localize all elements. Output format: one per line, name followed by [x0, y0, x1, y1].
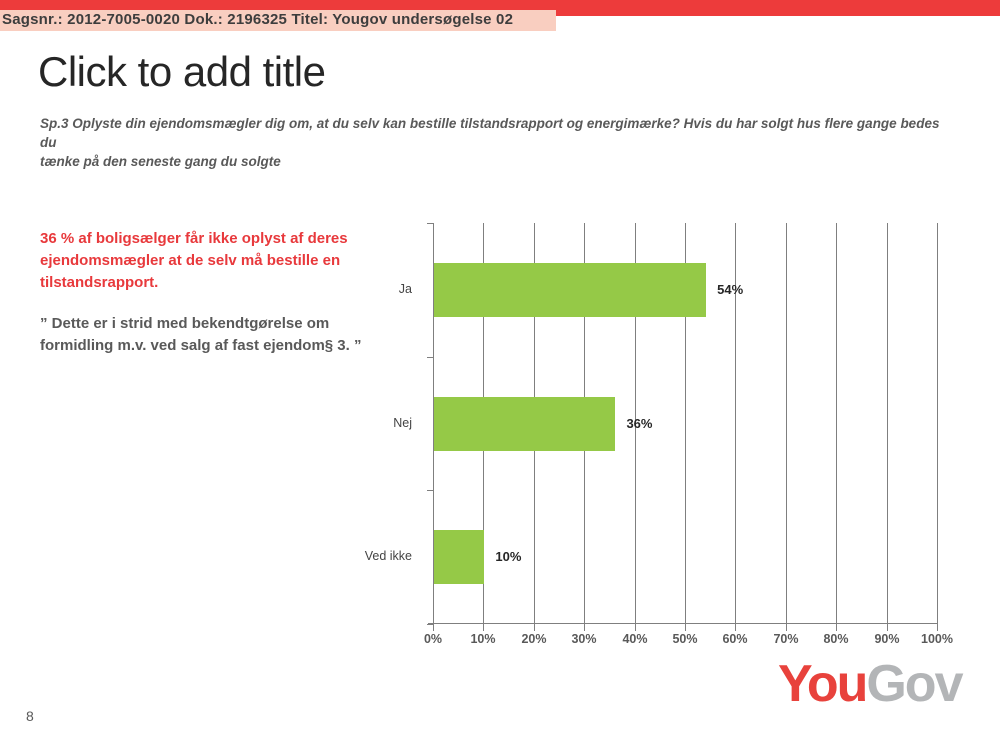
x-axis-tick-label: 50% [672, 632, 698, 646]
regulation-quote-text: ” Dette er i strid med bekendtgørelse om… [40, 315, 362, 354]
x-axis-tick-label: 40% [622, 632, 648, 646]
slide-title-placeholder[interactable]: Click to add title [38, 48, 326, 95]
document-reference: Sagsnr.: 2012-7005-0020 Dok.: 2196325 Ti… [2, 11, 514, 28]
category-label: Ved ikke [364, 549, 412, 564]
x-axis-tick [735, 624, 736, 631]
x-axis-tick [887, 624, 888, 631]
gridline [685, 223, 686, 624]
gridline [735, 223, 736, 624]
gridline [786, 223, 787, 624]
yougov-logo: YouGov [778, 655, 964, 713]
x-axis-tick-label: 10% [470, 632, 496, 646]
y-axis-tick [427, 223, 433, 224]
x-axis-tick [534, 624, 535, 631]
category-label: Ja [398, 282, 412, 296]
logo-text-you: You [778, 655, 868, 713]
y-axis-tick [427, 624, 433, 625]
header-highlight-strip [0, 10, 556, 31]
x-axis-tick-label: 90% [874, 632, 900, 646]
x-axis-tick-label: 30% [571, 632, 597, 646]
x-axis-tick [433, 624, 434, 631]
bar-nej [434, 396, 616, 451]
y-axis-line [433, 223, 434, 624]
y-axis-tick [427, 490, 433, 491]
highlight-finding-text: 36 % af boligsælger får ikke oplyst af d… [40, 230, 348, 291]
x-axis-tick-label: 0% [423, 632, 443, 646]
x-axis-tick [786, 624, 787, 631]
bar-value-label: 36% [626, 415, 653, 431]
x-axis-tick [685, 624, 686, 631]
logo-text-gov: Gov [866, 655, 963, 713]
x-axis-tick [635, 624, 636, 631]
x-axis-tick-label: 80% [823, 632, 849, 646]
x-axis-tick-label: 100% [921, 632, 953, 646]
page-number: 8 [26, 708, 34, 724]
gridline [836, 223, 837, 624]
x-axis-tick-label: 60% [722, 632, 748, 646]
y-axis-tick [427, 357, 433, 358]
x-axis-line [428, 623, 938, 624]
x-axis-tick [937, 624, 938, 631]
bar-chart: 0% 10% 20% 30% 40% 50% 60% 70% 80% 90% 100% Ja 54% Ne… [365, 223, 953, 646]
bar-ja [434, 262, 707, 317]
x-axis-tick-label: 20% [521, 632, 547, 646]
gridline [887, 223, 888, 624]
bar-value-label: 54% [717, 281, 744, 297]
category-label: Nej [393, 415, 412, 430]
gridline [937, 223, 938, 624]
bar-ved-ikke [434, 530, 485, 585]
x-axis-tick [584, 624, 585, 631]
x-axis-tick [836, 624, 837, 631]
x-axis-tick [483, 624, 484, 631]
bar-value-label: 10% [495, 549, 522, 565]
gridline [635, 223, 636, 624]
survey-question-text: Sp.3 Oplyste din ejendomsmægler dig om, … [40, 116, 940, 169]
x-axis-tick-label: 70% [773, 632, 799, 646]
